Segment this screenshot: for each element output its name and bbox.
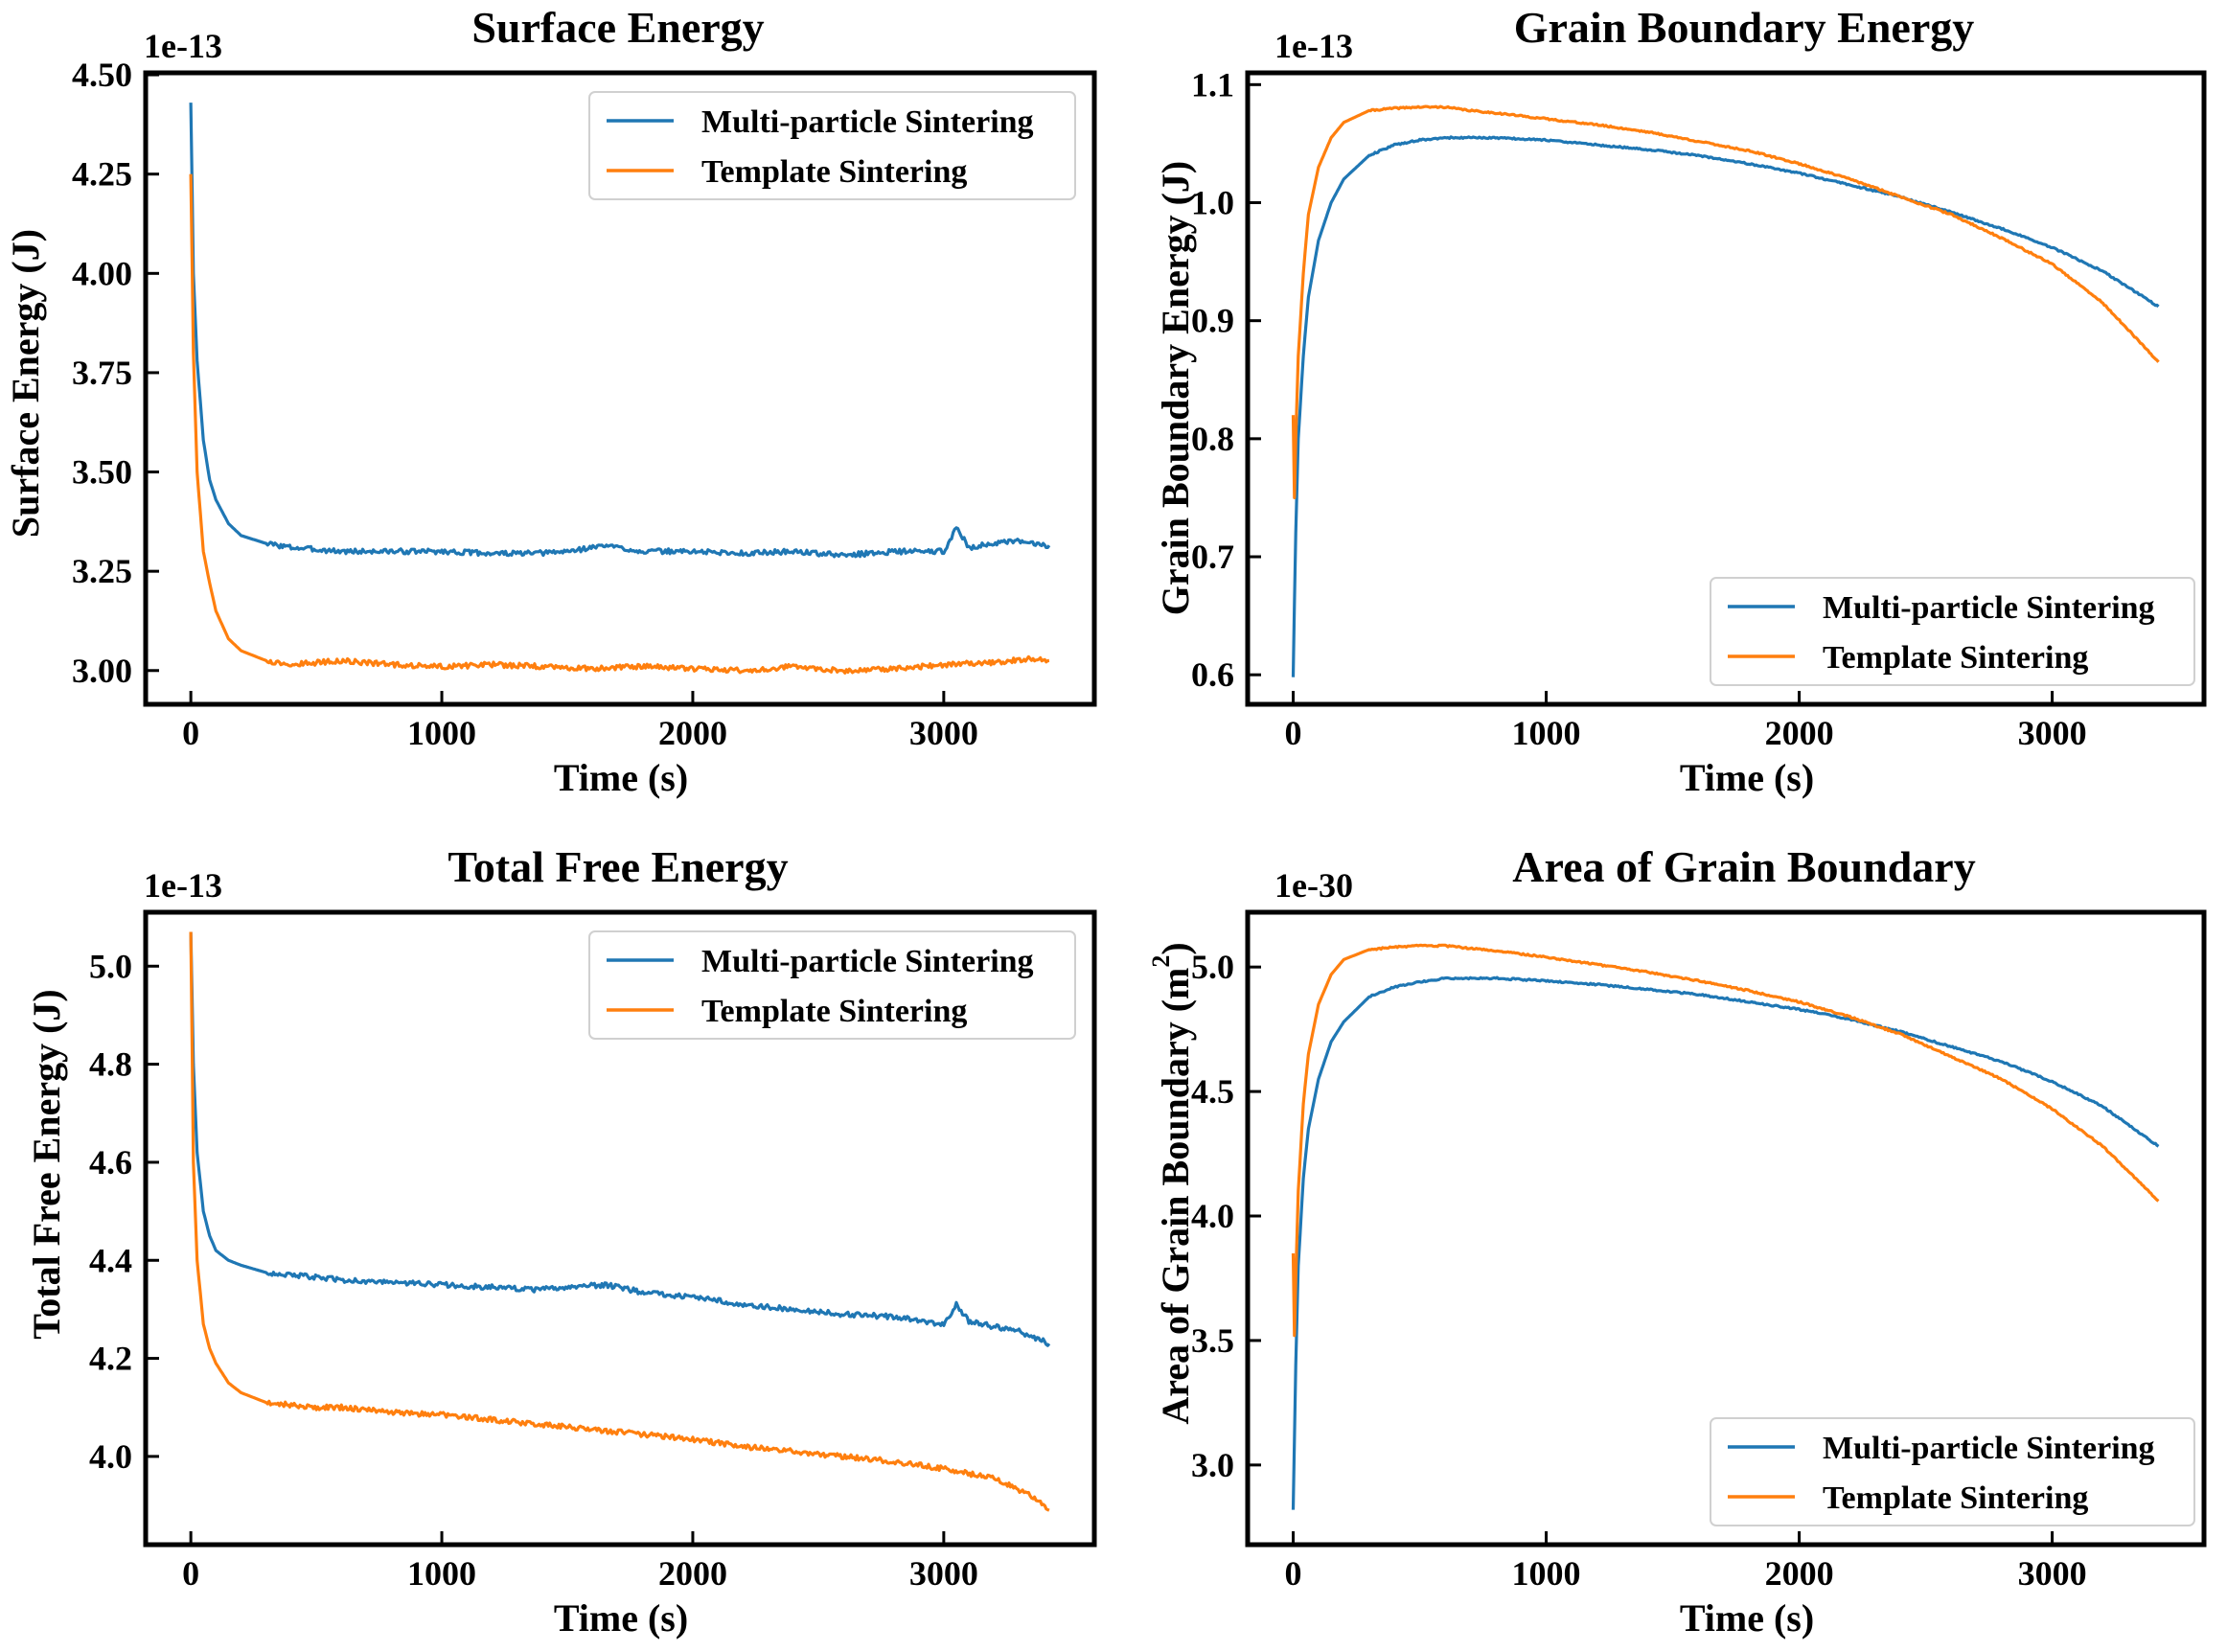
x-axis-label: Time (s)	[554, 1596, 688, 1640]
y-tick-label: 1.0	[1191, 183, 1234, 221]
x-tick-label: 3000	[909, 714, 978, 752]
series-line-template	[189, 931, 1050, 1512]
x-tick-label: 2000	[658, 714, 727, 752]
y-tick-label: 4.6	[89, 1143, 132, 1182]
panel-surface-energy: Surface Energy 1e-13 Time (s) Surface En…	[4, 3, 1097, 799]
y-tick-label: 0.7	[1191, 538, 1234, 576]
legend-label: Multi-particle Sintering	[701, 944, 1034, 979]
y-tick-label: 3.5	[1191, 1321, 1234, 1360]
legend-label: Template Sintering	[1823, 1480, 2088, 1516]
y-tick-label: 4.50	[72, 56, 132, 94]
x-tick-label: 1000	[1512, 714, 1581, 752]
legend: Multi-particle Sintering Template Sinteri…	[1710, 1417, 2195, 1526]
series-line-multi-particle	[1291, 135, 2160, 677]
y-tick-label: 0.8	[1191, 420, 1234, 458]
x-axis-label: Time (s)	[1680, 756, 1814, 799]
y-tick-label: 4.0	[89, 1437, 132, 1476]
x-tick-label: 1000	[407, 714, 476, 752]
y-tick-label: 5.0	[1191, 948, 1234, 986]
axis-multiplier: 1e-30	[1274, 866, 1353, 905]
legend-box	[1710, 1417, 2195, 1526]
chart-title: Area of Grain Boundary	[1512, 842, 1975, 891]
series-line-multi-particle	[1291, 975, 2160, 1510]
legend-box	[588, 91, 1076, 200]
plot-frame	[143, 909, 1097, 1548]
legend: Multi-particle Sintering Template Sinteri…	[1710, 577, 2195, 686]
y-tick-label: 0.9	[1191, 302, 1234, 340]
y-axis-label-main: Area of Grain Boundary (m	[1154, 968, 1197, 1425]
legend-label: Template Sintering	[701, 154, 967, 190]
y-tick-label: 0.6	[1191, 655, 1234, 694]
y-tick-label: 4.5	[1191, 1072, 1234, 1111]
series-line-template	[1291, 943, 2160, 1338]
chart-title: Grain Boundary Energy	[1514, 3, 1975, 52]
y-axis-label-sup: 2	[1147, 955, 1175, 968]
y-tick-label: 3.25	[72, 552, 132, 590]
series-line-multi-particle	[189, 103, 1051, 559]
y-tick-label: 4.4	[89, 1241, 132, 1279]
x-axis-label: Time (s)	[554, 756, 688, 799]
x-tick-label: 0	[182, 714, 199, 752]
x-tick-label: 3000	[2018, 714, 2087, 752]
x-tick-label: 3000	[909, 1554, 978, 1593]
x-tick-label: 3000	[2018, 1554, 2087, 1593]
y-tick-label: 4.25	[72, 155, 132, 194]
x-tick-label: 2000	[658, 1554, 727, 1593]
x-tick-label: 0	[182, 1554, 199, 1593]
plot-frame	[1245, 70, 2207, 707]
y-tick-label: 4.8	[89, 1045, 132, 1084]
y-tick-label: 3.00	[72, 652, 132, 690]
series-line-template	[189, 173, 1050, 675]
y-tick-label: 3.75	[72, 354, 132, 392]
chart-title: Surface Energy	[471, 3, 764, 52]
y-tick-label: 5.0	[89, 947, 132, 985]
series-line-multi-particle	[189, 931, 1051, 1347]
legend-box	[1710, 577, 2195, 686]
plot-frame	[143, 70, 1097, 707]
y-tick-label: 1.1	[1191, 65, 1234, 103]
legend-box	[588, 930, 1076, 1040]
x-tick-label: 1000	[1512, 1554, 1581, 1593]
y-tick-label: 3.50	[72, 453, 132, 492]
y-tick-label: 4.0	[1191, 1197, 1234, 1235]
x-tick-label: 0	[1285, 714, 1302, 752]
x-tick-label: 0	[1285, 1554, 1302, 1593]
y-axis-label: Surface Energy (J)	[4, 229, 47, 538]
y-tick-label: 3.0	[1191, 1446, 1234, 1484]
legend-label: Template Sintering	[701, 994, 967, 1029]
legend-label: Multi-particle Sintering	[701, 104, 1034, 140]
x-tick-label: 2000	[1765, 714, 1834, 752]
y-axis-label: Grain Boundary Energy (J)	[1154, 161, 1197, 615]
y-axis-label: Area of Grain Boundary (m2)	[1147, 942, 1197, 1424]
x-axis-label: Time (s)	[1680, 1596, 1814, 1640]
panel-total-free-energy: Total Free Energy 1e-13 Time (s) Total F…	[25, 842, 1097, 1640]
y-tick-label: 4.2	[89, 1340, 132, 1378]
panel-grain-boundary-energy: Grain Boundary Energy 1e-13 Time (s) Gra…	[1154, 3, 2207, 799]
axis-multiplier: 1e-13	[144, 866, 222, 905]
legend-label: Multi-particle Sintering	[1823, 590, 2155, 626]
axis-multiplier: 1e-13	[1274, 27, 1353, 65]
x-tick-label: 1000	[407, 1554, 476, 1593]
panel-area-of-grain-boundary: Area of Grain Boundary 1e-30 Time (s) Ar…	[1147, 842, 2207, 1640]
series-line-template	[1291, 104, 2160, 500]
plot-frame	[1245, 909, 2207, 1548]
legend-label: Template Sintering	[1823, 640, 2088, 676]
axis-multiplier: 1e-13	[144, 27, 222, 65]
legend-label: Multi-particle Sintering	[1823, 1431, 2155, 1466]
y-axis-label: Total Free Energy (J)	[25, 989, 68, 1340]
chart-title: Total Free Energy	[448, 842, 788, 891]
legend: Multi-particle Sintering Template Sinteri…	[588, 930, 1076, 1040]
x-tick-label: 2000	[1765, 1554, 1834, 1593]
y-tick-label: 4.00	[72, 254, 132, 292]
y-axis-label-end: )	[1154, 942, 1197, 954]
legend: Multi-particle Sintering Template Sinteri…	[588, 91, 1076, 200]
